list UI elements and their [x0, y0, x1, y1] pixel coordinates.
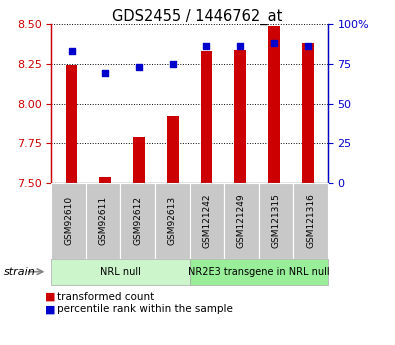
Text: transformed count: transformed count: [57, 292, 154, 302]
Point: [305, 43, 311, 49]
Point: [136, 64, 142, 70]
Text: NRL null: NRL null: [100, 267, 141, 277]
Bar: [268, 26, 280, 183]
Text: GSM121242: GSM121242: [202, 194, 211, 248]
Bar: [133, 137, 145, 183]
Point: [271, 40, 277, 46]
Text: GSM121315: GSM121315: [271, 193, 280, 248]
Text: percentile rank within the sample: percentile rank within the sample: [57, 305, 233, 314]
Text: GSM92612: GSM92612: [133, 196, 142, 245]
Text: strain: strain: [4, 267, 36, 277]
Bar: [100, 177, 111, 183]
Bar: [201, 51, 213, 183]
Text: GSM92613: GSM92613: [168, 196, 177, 245]
Bar: [302, 43, 314, 183]
Text: GSM121249: GSM121249: [237, 194, 246, 248]
Point: [68, 48, 75, 54]
Text: GSM92610: GSM92610: [64, 196, 73, 245]
Bar: [167, 116, 179, 183]
Text: NR2E3 transgene in NRL null: NR2E3 transgene in NRL null: [188, 267, 329, 277]
Point: [169, 61, 176, 67]
Text: GSM92611: GSM92611: [99, 196, 108, 245]
Text: GDS2455 / 1446762_at: GDS2455 / 1446762_at: [112, 9, 283, 25]
Bar: [66, 66, 77, 183]
Point: [237, 43, 243, 49]
Bar: [234, 50, 246, 183]
Text: ■: ■: [45, 305, 56, 314]
Text: GSM121316: GSM121316: [306, 193, 315, 248]
Point: [203, 43, 210, 49]
Point: [102, 71, 109, 76]
Text: ■: ■: [45, 292, 56, 302]
